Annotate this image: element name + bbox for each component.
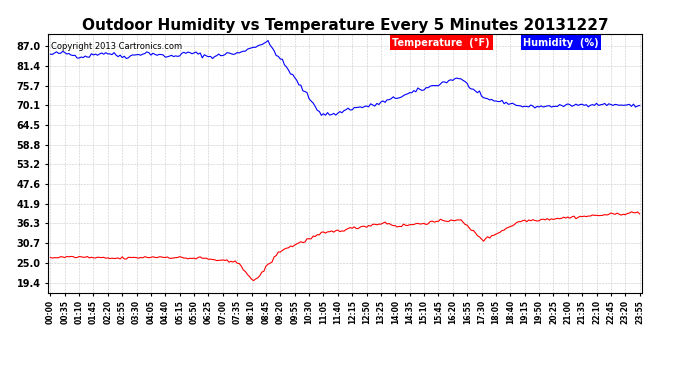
- Text: Humidity  (%): Humidity (%): [523, 38, 599, 48]
- Text: Temperature  (°F): Temperature (°F): [393, 38, 490, 48]
- Text: Copyright 2013 Cartronics.com: Copyright 2013 Cartronics.com: [51, 42, 182, 51]
- Title: Outdoor Humidity vs Temperature Every 5 Minutes 20131227: Outdoor Humidity vs Temperature Every 5 …: [81, 18, 609, 33]
